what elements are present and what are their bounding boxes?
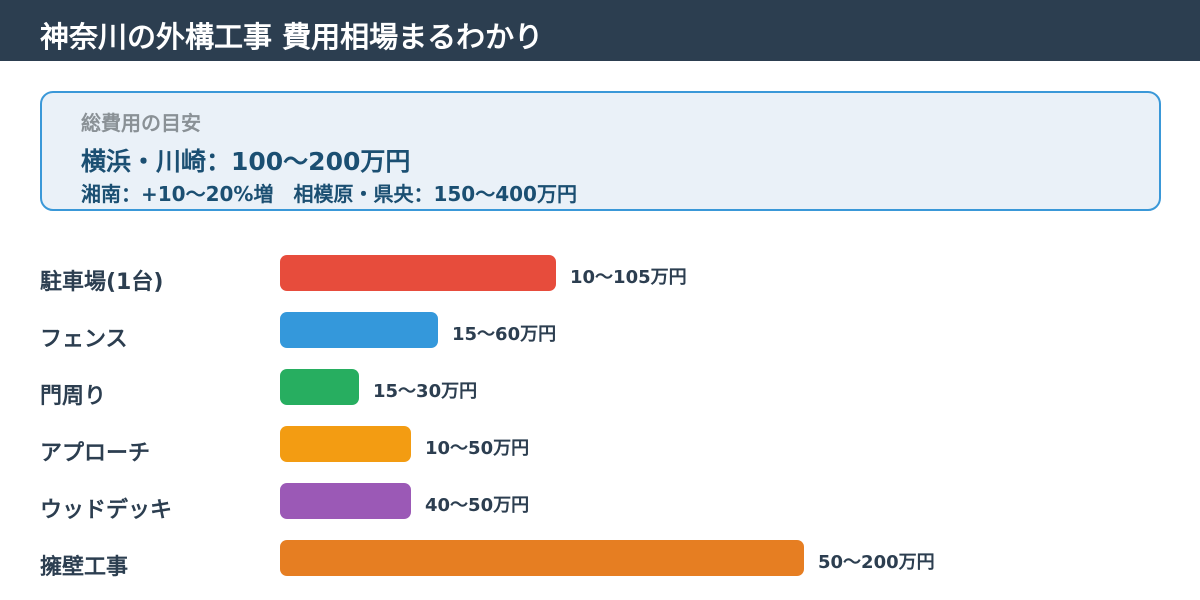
bar-parking xyxy=(280,255,556,291)
row-label: フェンス xyxy=(40,327,128,352)
summary-regional-notes: 湘南：+10〜20%増 相模原・県央：150〜400万円 xyxy=(81,182,577,206)
bar-fence xyxy=(280,312,438,348)
summary-label: 総費用の目安 xyxy=(81,111,201,135)
bar-value: 50〜200万円 xyxy=(818,552,935,573)
bar-wood-deck xyxy=(280,483,411,519)
bar-value: 10〜105万円 xyxy=(570,267,687,288)
row-label: ウッドデッキ xyxy=(40,498,173,523)
bar-value: 15〜30万円 xyxy=(373,381,478,402)
total-cost-summary-box: 総費用の目安 横浜・川崎：100〜200万円 湘南：+10〜20%増 相模原・県… xyxy=(40,91,1161,211)
summary-main-range: 横浜・川崎：100〜200万円 xyxy=(81,147,411,176)
chart-row-parking: 駐車場(1台) 10〜105万円 xyxy=(0,255,1200,295)
bar-value: 15〜60万円 xyxy=(452,324,557,345)
page-title: 神奈川の外構工事 費用相場まるわかり xyxy=(40,20,544,54)
bar-approach xyxy=(280,426,411,462)
row-label: 擁壁工事 xyxy=(40,555,129,580)
chart-row-approach: アプローチ 10〜50万円 xyxy=(0,426,1200,466)
row-label: 門周り xyxy=(40,384,107,409)
row-label: 駐車場(1台) xyxy=(40,270,164,295)
row-label: アプローチ xyxy=(40,441,151,466)
bar-retaining-wall xyxy=(280,540,804,576)
chart-row-wood-deck: ウッドデッキ 40〜50万円 xyxy=(0,483,1200,523)
bar-gate xyxy=(280,369,359,405)
bar-value: 10〜50万円 xyxy=(425,438,530,459)
chart-row-gate: 門周り 15〜30万円 xyxy=(0,369,1200,409)
chart-row-fence: フェンス 15〜60万円 xyxy=(0,312,1200,352)
header-bar: 神奈川の外構工事 費用相場まるわかり xyxy=(0,0,1200,61)
chart-row-retaining-wall: 擁壁工事 50〜200万円 xyxy=(0,540,1200,580)
bar-value: 40〜50万円 xyxy=(425,495,530,516)
